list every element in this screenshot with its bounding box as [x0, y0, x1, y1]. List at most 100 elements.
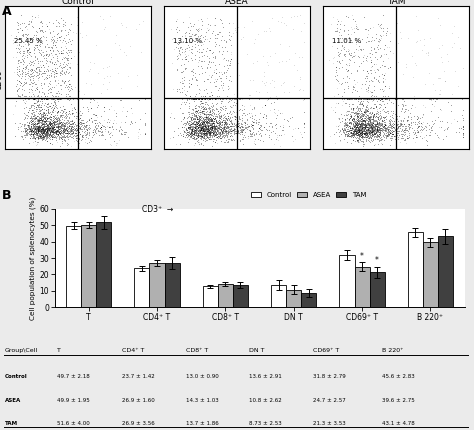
Point [65, 130, 73, 137]
Point [363, 105, 370, 112]
Point [278, 13, 286, 20]
Point [35, 117, 43, 123]
Point [339, 126, 346, 133]
Point [199, 121, 206, 128]
Point [220, 131, 228, 138]
Point [240, 119, 248, 126]
Point [57, 91, 64, 98]
Point [377, 95, 384, 102]
Point [374, 133, 382, 140]
Point [377, 63, 384, 70]
Point [41, 125, 49, 132]
Point [230, 123, 238, 129]
Point [199, 115, 207, 122]
Point [210, 111, 218, 117]
Point [58, 111, 65, 118]
Point [50, 95, 57, 102]
Point [99, 80, 107, 87]
Point [188, 132, 196, 138]
Point [369, 119, 376, 126]
Point [191, 37, 199, 44]
Point [199, 125, 207, 132]
Point [29, 117, 36, 123]
Point [199, 22, 206, 29]
Point [118, 130, 126, 137]
Point [195, 139, 203, 146]
Point [369, 136, 377, 143]
Point [185, 95, 192, 102]
Point [40, 113, 47, 120]
Point [201, 92, 209, 99]
Point [358, 134, 366, 141]
Point [26, 124, 33, 131]
Point [371, 100, 378, 107]
Point [34, 123, 41, 130]
Point [378, 125, 385, 132]
Point [93, 99, 100, 106]
Point [366, 119, 374, 126]
Point [344, 132, 352, 139]
Point [349, 133, 357, 140]
Point [209, 92, 216, 99]
Point [20, 120, 28, 127]
Point [48, 121, 56, 128]
Point [35, 119, 43, 126]
Point [15, 46, 23, 52]
Point [217, 111, 225, 118]
Point [353, 124, 360, 131]
Point [380, 62, 387, 69]
Point [376, 128, 383, 135]
Point [65, 123, 73, 129]
Point [365, 127, 372, 134]
Point [345, 121, 352, 128]
Point [344, 129, 352, 136]
Point [41, 123, 48, 130]
Point [250, 131, 258, 138]
Point [375, 118, 383, 125]
Point [374, 129, 381, 135]
Point [406, 110, 414, 117]
Point [65, 114, 73, 121]
Point [50, 54, 57, 61]
Point [69, 110, 77, 117]
Point [248, 123, 255, 130]
Point [384, 131, 392, 138]
Point [267, 119, 275, 126]
Point [369, 132, 377, 138]
Point [196, 98, 203, 104]
Point [200, 135, 208, 141]
Point [220, 128, 228, 135]
Point [357, 117, 365, 124]
Point [387, 124, 395, 131]
Point [364, 132, 372, 139]
Point [40, 89, 48, 96]
Point [358, 127, 365, 134]
Point [219, 125, 227, 132]
Point [370, 87, 378, 94]
Point [205, 120, 212, 127]
Point [373, 110, 380, 117]
Point [18, 91, 26, 98]
Point [201, 130, 209, 137]
Point [220, 123, 228, 130]
Point [209, 113, 217, 120]
Point [354, 131, 361, 138]
Point [194, 128, 201, 135]
Point [24, 112, 31, 119]
Point [190, 130, 198, 137]
Point [40, 132, 47, 139]
Point [199, 117, 207, 124]
Point [354, 47, 362, 54]
Point [244, 135, 252, 141]
Point [193, 27, 201, 34]
Point [218, 103, 225, 110]
Point [40, 127, 48, 134]
Point [206, 38, 213, 45]
Point [206, 121, 213, 128]
Point [30, 95, 38, 102]
Point [212, 35, 220, 42]
Point [60, 119, 68, 126]
Point [32, 115, 39, 122]
Point [205, 118, 212, 125]
Point [196, 108, 203, 115]
